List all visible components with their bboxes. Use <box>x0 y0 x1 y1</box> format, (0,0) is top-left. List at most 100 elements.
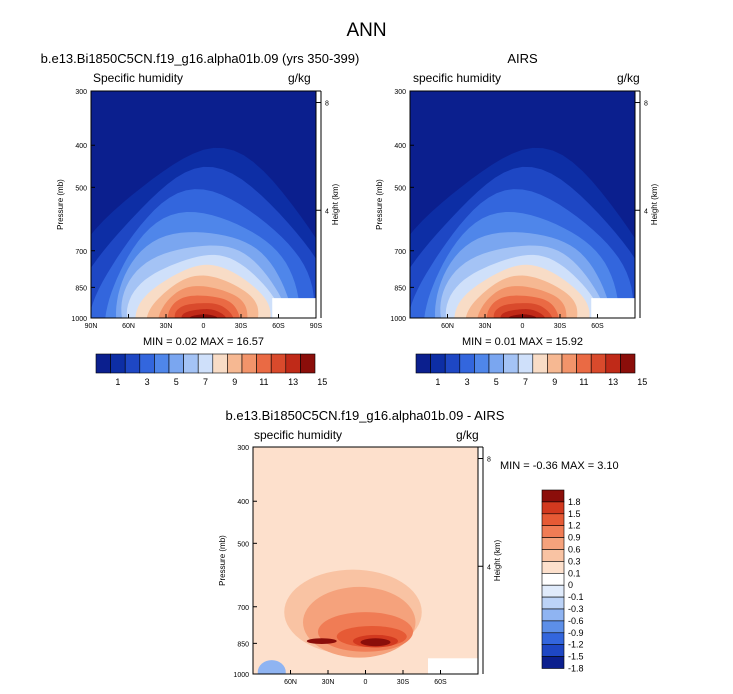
diff-colorbar-label: 0.1 <box>568 568 581 578</box>
model-plot-frame <box>90 90 317 319</box>
model-colorbar-box <box>241 353 257 374</box>
model-panel-title: b.e13.Bi1850C5CN.f19_g16.alpha01b.09 (yr… <box>40 51 360 66</box>
diff-colorbar-label: 0.9 <box>568 533 581 543</box>
diff-level-3 <box>336 625 407 648</box>
diff-ylabel: Pressure (mb) <box>218 535 227 586</box>
diff-colorbar-box <box>541 632 565 645</box>
obs-colorbar-box <box>474 353 490 374</box>
model-colorbar-label: 3 <box>145 377 150 387</box>
model-xtick-label: 90S <box>310 323 323 330</box>
obs-colorbar-box <box>430 353 446 374</box>
diff-xtick-label: 0 <box>364 679 368 686</box>
obs-ylabel: Pressure (mb) <box>375 179 384 230</box>
diff-colorbar-box <box>541 584 565 598</box>
diff-level-4 <box>353 634 398 648</box>
diff-colorbar-label: 1.8 <box>568 497 581 507</box>
diff-y2tick-label: 8 <box>487 457 491 464</box>
obs-colorbar-box <box>532 353 548 374</box>
model-colorbar-box <box>256 353 272 374</box>
diff-ytick-label: 500 <box>237 541 249 548</box>
diff-contour-field <box>253 447 478 674</box>
obs-level-11 <box>484 295 561 318</box>
model-xtick-label: 0 <box>202 323 206 330</box>
model-xtick-label: 60N <box>122 323 135 330</box>
diff-negative-spot <box>257 660 286 674</box>
obs-ytick-label: 700 <box>394 249 406 256</box>
obs-level-9 <box>465 275 578 318</box>
obs-panel-title: AIRS <box>507 51 538 66</box>
page-title: ANN <box>346 20 387 41</box>
model-ylabel: Pressure (mb) <box>56 179 65 230</box>
diff-level-2 <box>318 612 413 652</box>
obs-colorbar-box <box>444 353 461 374</box>
model-axes: 300 400 500 700 850 1000 Pressure (mb) 90N 60N 30… <box>56 89 340 330</box>
model-colorbar-label: 9 <box>232 377 237 387</box>
model-level-3 <box>91 189 316 318</box>
model-xtick-label: 60S <box>272 323 285 330</box>
obs-level-12 <box>493 303 553 318</box>
model-level-10 <box>156 286 251 318</box>
diff-plot-frame <box>252 446 479 675</box>
obs-axes: 300 400 500 700 850 1000 Pressure (mb) 60N 30N 0 3… <box>375 89 659 330</box>
diff-colorbar-box <box>541 561 565 574</box>
model-ytick-label: 500 <box>75 185 87 192</box>
diff-colorbar-box <box>541 549 565 562</box>
obs-units-label: g/kg <box>617 71 640 85</box>
model-level-14 <box>189 314 218 318</box>
diff-axes: 300 400 500 700 850 1000 Pressure (mb) 60N 30N 0 3… <box>218 445 502 686</box>
diff-colorbar-box <box>541 537 565 550</box>
obs-level-10 <box>475 286 570 318</box>
model-level-4 <box>100 212 307 318</box>
obs-y2tick-label: 8 <box>644 101 648 108</box>
diff-y2tick-label: 4 <box>487 564 491 571</box>
model-contour-field <box>91 91 316 318</box>
diff-colorbar-label: 1.5 <box>568 509 581 519</box>
diff-xtick-label: 30S <box>397 679 410 686</box>
diff-colorbar-label: -0.9 <box>568 628 584 638</box>
obs-colorbar-box <box>547 353 563 374</box>
obs-colorbar-label: 13 <box>608 377 618 387</box>
diff-ytick-label: 700 <box>237 605 249 612</box>
diff-level-0 <box>284 569 422 655</box>
diff-ytick-label: 400 <box>237 499 249 506</box>
model-colorbar-label: 7 <box>203 377 208 387</box>
obs-level-4 <box>419 212 626 318</box>
obs-xtick-label: 30S <box>554 323 567 330</box>
diff-ytick-label: 300 <box>237 445 249 452</box>
diff-colorbar-label: -0.3 <box>568 604 584 614</box>
obs-colorbar-label: 5 <box>494 377 499 387</box>
diff-ytick-label: 850 <box>237 641 249 648</box>
obs-colorbar-box <box>415 353 431 374</box>
obs-variable-label: specific humidity <box>413 71 502 85</box>
model-colorbar-label: 13 <box>288 377 298 387</box>
obs-colorbar-box <box>605 353 621 374</box>
diff-colorbar-box <box>541 513 565 526</box>
obs-stats: MIN = 0.01 MAX = 15.92 <box>461 336 584 348</box>
obs-xtick-label: 60S <box>591 323 604 330</box>
obs-colorbar-label: 9 <box>552 377 557 387</box>
diff-colorbar-box <box>541 620 565 634</box>
model-level-2 <box>91 166 316 318</box>
model-y2label: Height (km) <box>331 183 340 225</box>
obs-colorbar-label: 11 <box>579 377 588 387</box>
model-y2tick-label: 8 <box>325 101 329 108</box>
obs-y2label: Height (km) <box>650 183 659 225</box>
obs-level-1 <box>410 147 635 318</box>
obs-colorbar-box <box>576 353 592 374</box>
model-level-8 <box>135 264 271 318</box>
model-y2tick-label: 4 <box>325 208 329 215</box>
diff-colorbar-box <box>541 525 565 538</box>
model-level-1 <box>91 147 316 318</box>
diff-colorbar-label: -0.1 <box>568 592 584 602</box>
diff-xtick-label: 60S <box>434 679 447 686</box>
model-colorbar-box <box>227 353 243 374</box>
model-colorbar-box <box>168 353 184 374</box>
obs-ytick-label: 300 <box>394 89 406 96</box>
model-colorbar-box <box>124 353 141 374</box>
model-colorbar-box <box>110 353 126 374</box>
diff-colorbar-label: -1.8 <box>568 664 584 674</box>
diff-colorbar-label: 0 <box>568 580 573 590</box>
diff-colorbar-box <box>541 489 565 503</box>
model-ytick-label: 1000 <box>71 316 87 323</box>
model-level-9 <box>146 275 259 318</box>
